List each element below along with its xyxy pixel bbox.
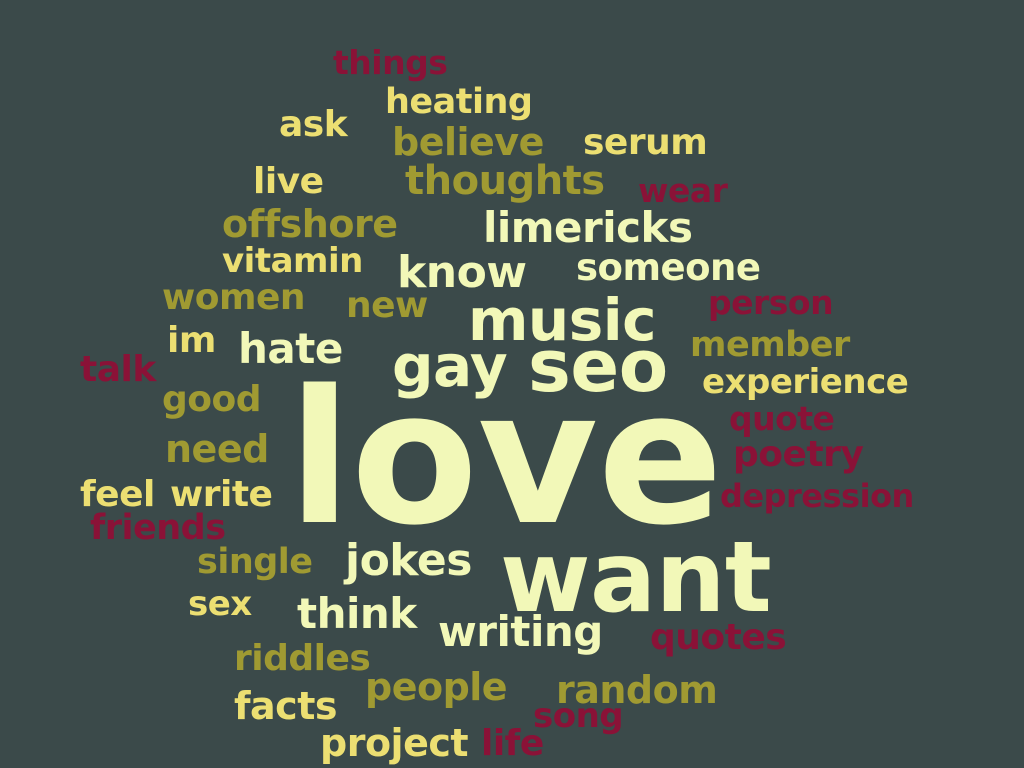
word-wear: wear: [638, 171, 728, 210]
word-facts: facts: [234, 684, 337, 728]
word-need: need: [165, 427, 269, 471]
word-know: know: [397, 247, 527, 298]
word-good: good: [162, 379, 262, 420]
word-experience: experience: [702, 362, 909, 402]
word-jokes: jokes: [345, 535, 472, 586]
word-believe: believe: [392, 120, 544, 164]
word-project: project: [320, 721, 469, 765]
word-quotes: quotes: [650, 617, 787, 658]
word-music: music: [468, 286, 657, 354]
word-single: single: [197, 542, 313, 582]
word-someone: someone: [576, 246, 761, 289]
word-ask: ask: [279, 104, 348, 145]
word-person: person: [708, 283, 834, 322]
word-think: think: [297, 589, 417, 638]
word-heating: heating: [385, 82, 533, 122]
word-friends: friends: [90, 508, 226, 548]
word-want: want: [500, 521, 772, 635]
word-people: people: [365, 665, 508, 709]
word-riddles: riddles: [234, 638, 371, 679]
word-live: live: [253, 161, 324, 202]
word-seo: seo: [528, 324, 668, 408]
word-depression: depression: [720, 477, 914, 515]
word-serum: serum: [583, 122, 708, 163]
word-life: life: [481, 723, 544, 764]
word-offshore: offshore: [222, 202, 398, 246]
word-love: love: [288, 350, 723, 566]
word-write: write: [170, 474, 273, 515]
word-song: song: [533, 696, 624, 736]
word-talk: talk: [80, 349, 156, 390]
word-member: member: [690, 325, 850, 365]
word-limericks: limericks: [483, 203, 693, 252]
word-things: things: [333, 43, 448, 82]
word-feel: feel: [80, 474, 155, 515]
word-women: women: [162, 277, 306, 318]
word-gay: gay: [392, 332, 508, 400]
word-quote: quote: [729, 399, 835, 438]
word-random: random: [556, 668, 718, 712]
word-writing: writing: [438, 607, 603, 656]
word-sex: sex: [188, 584, 252, 624]
word-poetry: poetry: [733, 434, 864, 475]
word-im: im: [167, 320, 216, 361]
word-hate: hate: [238, 324, 343, 373]
word-vitamin: vitamin: [222, 241, 363, 281]
word-thoughts: thoughts: [405, 158, 605, 204]
word-new: new: [346, 285, 428, 326]
